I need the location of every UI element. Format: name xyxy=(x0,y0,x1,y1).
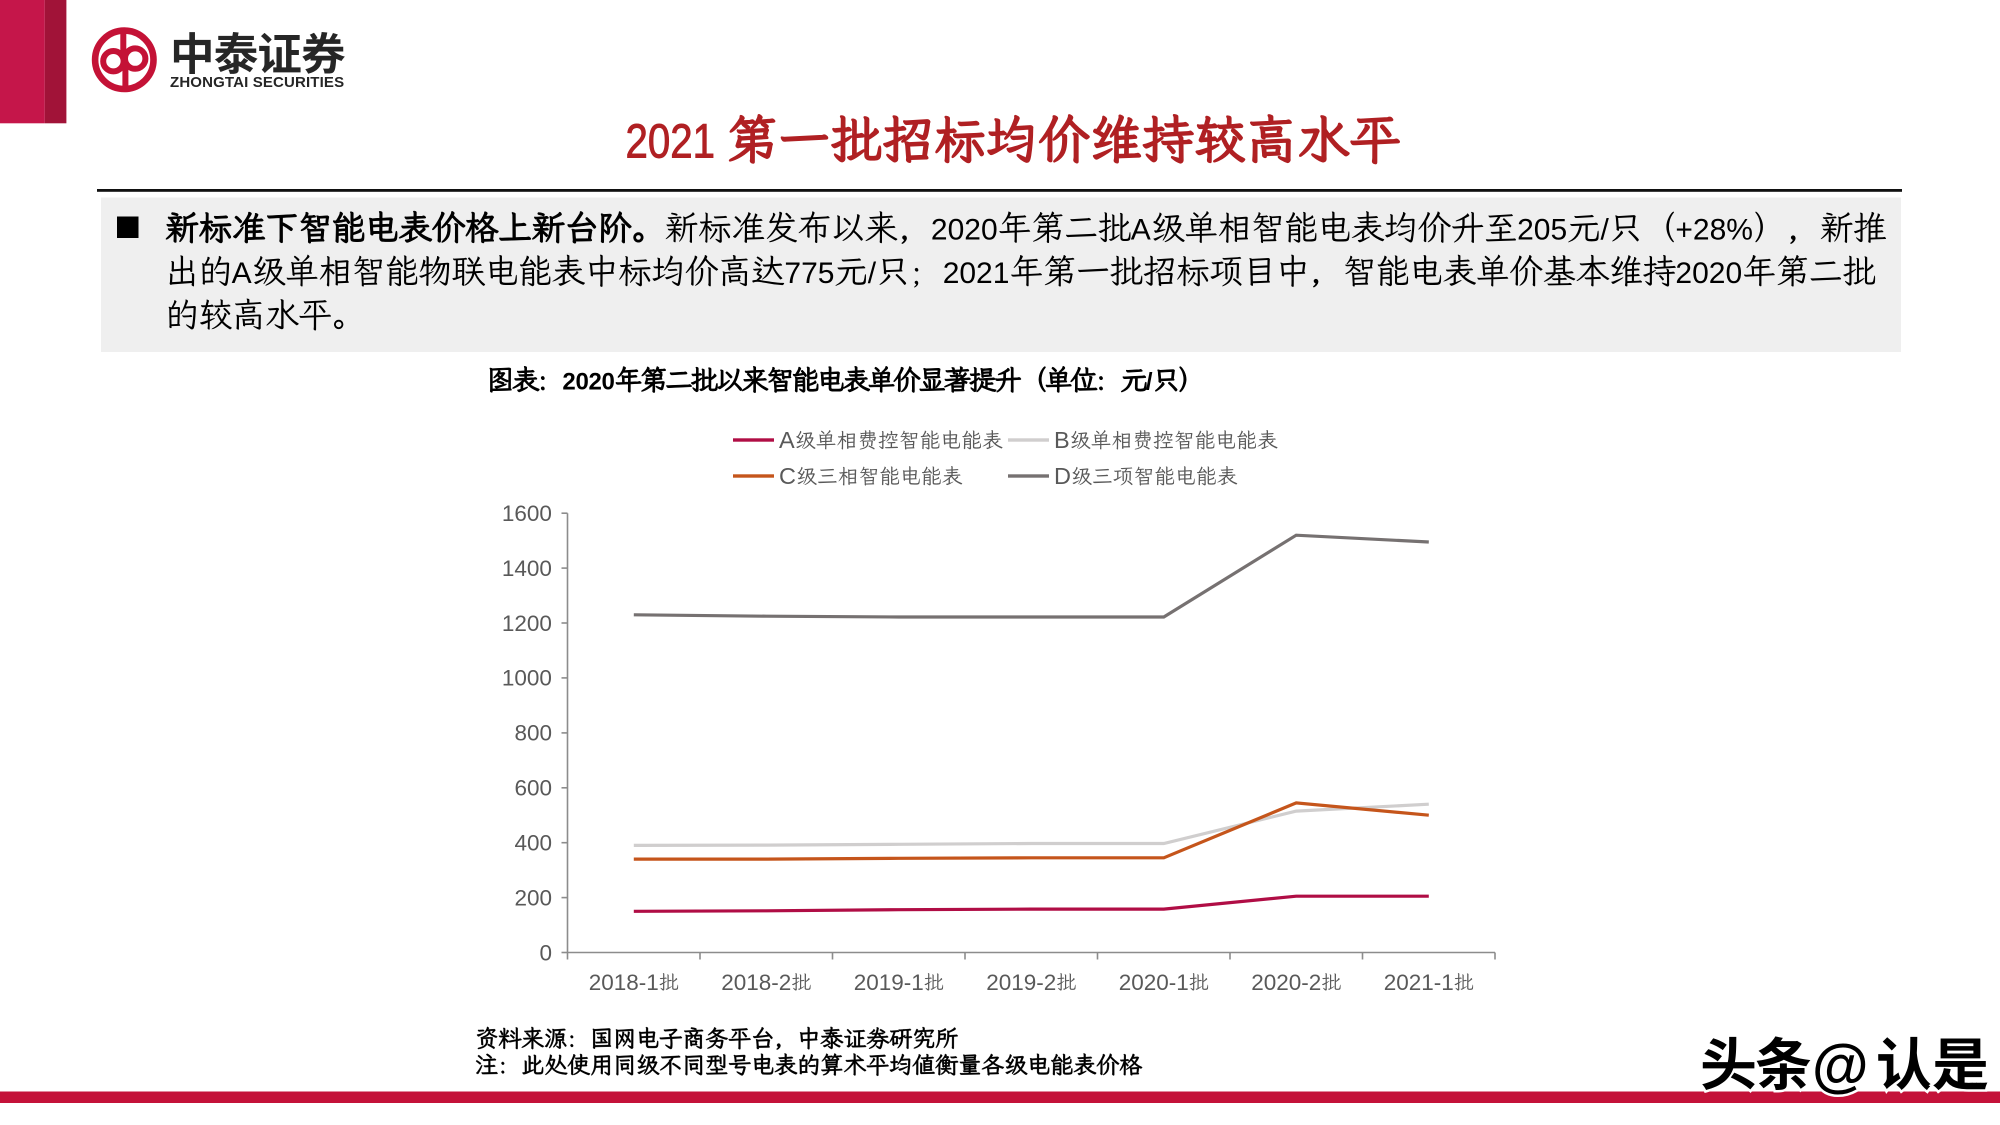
svg-text:2018-1: 2018-1 xyxy=(589,970,659,995)
svg-text:@: @ xyxy=(1812,1033,1869,1098)
svg-text:2020-2: 2020-2 xyxy=(1251,970,1321,995)
svg-text:2018-2: 2018-2 xyxy=(721,970,791,995)
svg-text:2019-1: 2019-1 xyxy=(854,970,924,995)
svg-text:2019-2: 2019-2 xyxy=(986,970,1056,995)
svg-text:+28%: +28% xyxy=(1675,214,1753,247)
svg-text:A: A xyxy=(1131,214,1151,247)
svg-text:/: / xyxy=(1601,214,1610,247)
svg-text:2020-1: 2020-1 xyxy=(1119,970,1189,995)
svg-text:600: 600 xyxy=(515,776,553,801)
svg-text:0: 0 xyxy=(540,940,553,965)
svg-text:1000: 1000 xyxy=(502,666,552,691)
svg-text:2021: 2021 xyxy=(943,257,1010,290)
svg-text:775: 775 xyxy=(784,257,834,290)
svg-text:2020: 2020 xyxy=(931,214,998,247)
svg-text:1600: 1600 xyxy=(502,501,552,526)
svg-text:800: 800 xyxy=(515,721,553,746)
svg-text:ZHONGTAI SECURITIES: ZHONGTAI SECURITIES xyxy=(170,74,344,91)
svg-text:400: 400 xyxy=(515,831,553,856)
svg-text:A: A xyxy=(232,257,252,290)
svg-text:D: D xyxy=(1054,463,1071,489)
svg-text:1200: 1200 xyxy=(502,611,552,636)
svg-text:200: 200 xyxy=(515,885,553,910)
svg-text:C: C xyxy=(779,463,796,489)
svg-text:/: / xyxy=(868,257,877,290)
svg-text:2020: 2020 xyxy=(562,369,614,396)
svg-text:A: A xyxy=(779,427,795,453)
svg-text:/: / xyxy=(1146,369,1153,396)
svg-text:@: @ xyxy=(1812,1033,1869,1098)
svg-text:2021-1: 2021-1 xyxy=(1384,970,1454,995)
svg-text:1400: 1400 xyxy=(502,556,552,581)
svg-text:2020: 2020 xyxy=(1675,257,1742,290)
svg-text:2021: 2021 xyxy=(626,115,716,168)
svg-text:205: 205 xyxy=(1517,214,1567,247)
svg-text:B: B xyxy=(1054,427,1070,453)
